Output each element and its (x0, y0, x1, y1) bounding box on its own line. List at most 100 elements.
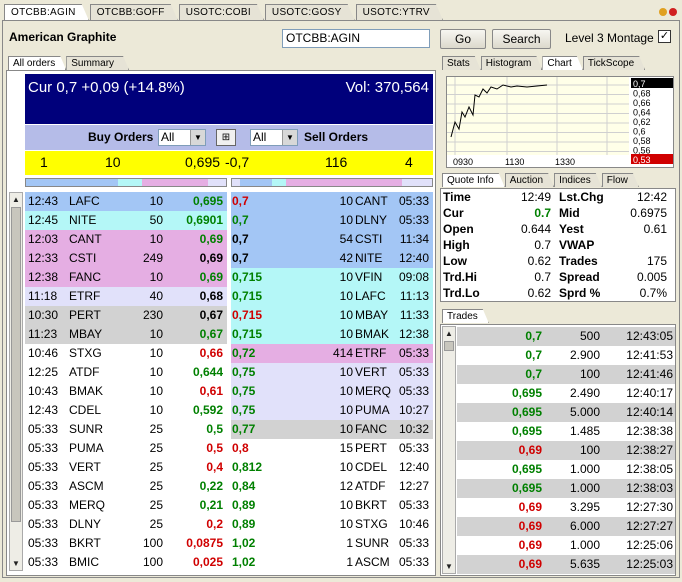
sell-order-row[interactable]: 0,715 10 MBAY 11:33 (231, 306, 433, 325)
order-size: 10 (339, 517, 353, 531)
trade-row: 0,7 2.900 12:41:53 (457, 346, 675, 365)
tab-symbol-4[interactable]: USOTC:GOSY (265, 4, 355, 20)
buy-order-row[interactable]: 10:30 PERT 230 0,67 (25, 306, 227, 325)
sell-order-row[interactable]: 0,75 10 PUMA 10:27 (231, 401, 433, 420)
sell-order-row[interactable]: 0,715 10 LAFC 11:13 (231, 287, 433, 306)
quote-label: Mid (559, 206, 580, 220)
quote-value: 0.644 (520, 222, 551, 236)
market-maker: BMIC (69, 555, 99, 569)
order-time: 05:33 (398, 365, 429, 379)
sell-order-row[interactable]: 0,72 414 ETRF 05:33 (231, 344, 433, 363)
sell-order-row[interactable]: 0,715 10 BMAK 12:38 (231, 325, 433, 344)
tab-quote-info[interactable]: Quote Info (442, 173, 505, 187)
trades-scrollbar[interactable]: ▲ ▼ (442, 326, 456, 574)
tab-indices[interactable]: Indices (554, 173, 602, 187)
buy-order-row[interactable]: 12:43 LAFC 10 0,695 (25, 192, 227, 211)
buy-order-row[interactable]: 05:33 ASCM 25 0,22 (25, 477, 227, 496)
buy-order-row[interactable]: 12:03 CANT 10 0,69 (25, 230, 227, 249)
y-tick-label: 0,64 (633, 108, 651, 118)
order-price: 0,22 (199, 479, 223, 493)
sell-order-row[interactable]: 0,77 10 FANC 10:32 (231, 420, 433, 439)
order-price: 0,715 (232, 308, 263, 322)
buy-order-row[interactable]: 10:46 STXG 10 0,66 (25, 344, 227, 363)
scroll-thumb[interactable] (11, 207, 21, 522)
buy-order-row[interactable]: 05:33 BKRT 100 0,0875 (25, 534, 227, 553)
buy-order-row[interactable]: 12:25 ATDF 10 0,644 (25, 363, 227, 382)
sell-order-row[interactable]: 0,715 10 VFIN 09:08 (231, 268, 433, 287)
sell-order-row[interactable]: 0,812 10 CDEL 12:40 (231, 458, 433, 477)
tab-symbol-3[interactable]: USOTC:COBI (179, 4, 264, 20)
sell-order-row[interactable]: 0,89 10 BKRT 05:33 (231, 496, 433, 515)
buy-order-row[interactable]: 12:38 FANC 10 0,69 (25, 268, 227, 287)
quote-value: 0.7 (534, 206, 551, 220)
scroll-thumb[interactable] (444, 341, 454, 351)
tab-tickscope[interactable]: TickScope (583, 56, 645, 70)
order-time: 10:46 (28, 346, 59, 360)
tab-symbol-1[interactable]: OTCBB:AGIN (4, 4, 89, 20)
tab-all-orders[interactable]: All orders (8, 56, 66, 70)
tab-flow[interactable]: Flow (602, 173, 639, 187)
sell-order-row[interactable]: 0,89 10 STXG 10:46 (231, 515, 433, 534)
close-icon[interactable] (669, 8, 677, 16)
buy-order-row[interactable]: 12:43 CDEL 10 0,592 (25, 401, 227, 420)
scroll-down-icon[interactable]: ▼ (445, 562, 453, 571)
symbol-input[interactable]: OTCBB:AGIN (282, 29, 430, 48)
sell-filter-select[interactable]: All ▼ (250, 129, 298, 146)
order-size: 10 (149, 232, 163, 246)
order-size: 1 (346, 555, 353, 569)
order-size: 25 (149, 498, 163, 512)
order-time: 09:08 (398, 270, 429, 284)
buy-order-row[interactable]: 05:33 SUNR 25 0,5 (25, 420, 227, 439)
tab-stats[interactable]: Stats (442, 56, 481, 70)
order-price: 0,75 (232, 384, 256, 398)
sell-order-row[interactable]: 0,84 12 ATDF 12:27 (231, 477, 433, 496)
quote-value: 0.7% (639, 286, 667, 300)
minimize-icon[interactable] (659, 8, 667, 16)
scroll-up-icon[interactable]: ▲ (12, 195, 20, 204)
sell-order-row[interactable]: 0,7 10 DLNY 05:33 (231, 211, 433, 230)
order-price: 0,8 (232, 441, 249, 455)
link-icon[interactable]: ⊞ (216, 129, 236, 146)
trade-size: 2.900 (569, 348, 600, 362)
tab-histogram[interactable]: Histogram (481, 56, 543, 70)
search-button[interactable]: Search (492, 29, 551, 49)
order-time: 10:27 (398, 403, 429, 417)
buy-order-row[interactable]: 05:33 DLNY 25 0,2 (25, 515, 227, 534)
buy-order-row[interactable]: 05:33 MERQ 25 0,21 (25, 496, 227, 515)
quote-value: 12:49 (520, 190, 551, 204)
tab-trades[interactable]: Trades (442, 309, 489, 323)
buy-order-row[interactable]: 05:33 BMIC 100 0,025 (25, 553, 227, 572)
tab-chart[interactable]: Chart (542, 56, 582, 70)
tab-summary[interactable]: Summary (66, 56, 129, 70)
sell-order-row[interactable]: 0,75 10 VERT 05:33 (231, 363, 433, 382)
buy-order-row[interactable]: 05:33 VERT 25 0,4 (25, 458, 227, 477)
sell-order-row[interactable]: 1,02 1 SUNR 05:33 (231, 534, 433, 553)
sell-order-row[interactable]: 1,02 1 ASCM 05:33 (231, 553, 433, 572)
montage-checkbox[interactable]: ✓ (658, 30, 671, 43)
sell-order-row[interactable]: 0,75 10 MERQ 05:33 (231, 382, 433, 401)
trades-list: 0,7 500 12:43:05 0,7 2.900 12:41:53 0,7 100 12:4… (457, 327, 675, 574)
quote-row: Trd.Hi 0.7 Spread 0.005 (441, 269, 675, 285)
sell-order-row[interactable]: 0,7 42 NITE 12:40 (231, 249, 433, 268)
book-scrollbar[interactable]: ▲ ▼ (9, 192, 23, 571)
sell-order-row[interactable]: 0,7 10 CANT 05:33 (231, 192, 433, 211)
scroll-up-icon[interactable]: ▲ (445, 329, 453, 338)
scroll-down-icon[interactable]: ▼ (12, 559, 20, 568)
bid-size: 10 (105, 154, 121, 170)
buy-filter-select[interactable]: All ▼ (158, 129, 206, 146)
buy-order-row[interactable]: 11:23 MBAY 10 0,67 (25, 325, 227, 344)
tab-auction[interactable]: Auction (505, 173, 554, 187)
buy-order-row[interactable]: 11:18 ETRF 40 0,68 (25, 287, 227, 306)
market-maker: ETRF (69, 289, 101, 303)
sell-order-row[interactable]: 0,7 54 CSTI 11:34 (231, 230, 433, 249)
buy-order-row[interactable]: 12:45 NITE 50 0,6901 (25, 211, 227, 230)
tab-symbol-2[interactable]: OTCBB:GOFF (90, 4, 178, 20)
buy-order-row[interactable]: 10:43 BMAK 10 0,61 (25, 382, 227, 401)
sell-order-row[interactable]: 0,8 15 PERT 05:33 (231, 439, 433, 458)
buy-order-row[interactable]: 05:33 PUMA 25 0,5 (25, 439, 227, 458)
trade-time: 12:40:14 (626, 405, 673, 419)
buy-order-row[interactable]: 12:33 CSTI 249 0,69 (25, 249, 227, 268)
go-button[interactable]: Go (440, 29, 486, 49)
trade-price: 0,69 (518, 500, 542, 514)
tab-symbol-5[interactable]: USOTC:YTRV (356, 4, 443, 20)
